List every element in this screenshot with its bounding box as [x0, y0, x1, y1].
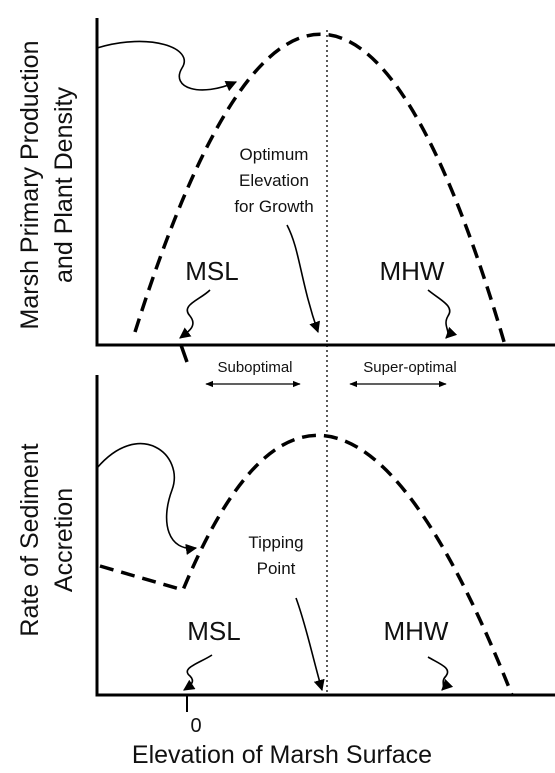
- x-axis-label: Elevation of Marsh Surface: [132, 741, 432, 769]
- annotation-line: Elevation: [239, 171, 309, 190]
- arrow: [295, 597, 325, 692]
- bottom-curve: [99, 433, 514, 696]
- arrow: [183, 654, 213, 691]
- y-label-line: Accretion: [50, 488, 78, 592]
- y-label-line: Marsh Primary Production: [16, 41, 44, 330]
- annotation-line: Tipping: [248, 533, 303, 552]
- arrow: [179, 289, 211, 339]
- y-label-line: Rate of Sediment: [16, 443, 44, 636]
- x-tick-label: 0: [190, 715, 201, 737]
- mhw-label: MHW: [384, 616, 449, 646]
- zone-label: Super-optimal: [363, 359, 456, 376]
- tipping-annotation: Tipping Point: [248, 533, 303, 578]
- msl-label: MSL: [187, 616, 240, 646]
- arrow: [427, 656, 454, 691]
- bottom-axes: [95, 375, 555, 697]
- bottom-y-label: Rate of Sediment Accretion: [16, 443, 78, 636]
- annotation-line: for Growth: [234, 197, 313, 216]
- arrow: [96, 443, 198, 555]
- msl-label: MSL: [185, 256, 238, 286]
- annotation-line: Point: [257, 559, 296, 578]
- arrow: [96, 40, 238, 92]
- top-y-label: Marsh Primary Production and Plant Densi…: [16, 41, 78, 330]
- mhw-label: MHW: [380, 256, 445, 286]
- arrow: [427, 289, 458, 339]
- curve-stub: [179, 344, 189, 363]
- top-curve: [133, 32, 507, 346]
- zone-label: Suboptimal: [217, 359, 292, 376]
- arrow: [286, 224, 320, 334]
- annotation-line: Optimum: [240, 145, 309, 164]
- optimum-annotation: Optimum Elevation for Growth: [234, 145, 313, 216]
- top-axes: [95, 18, 555, 347]
- y-label-line: and Plant Density: [50, 87, 78, 283]
